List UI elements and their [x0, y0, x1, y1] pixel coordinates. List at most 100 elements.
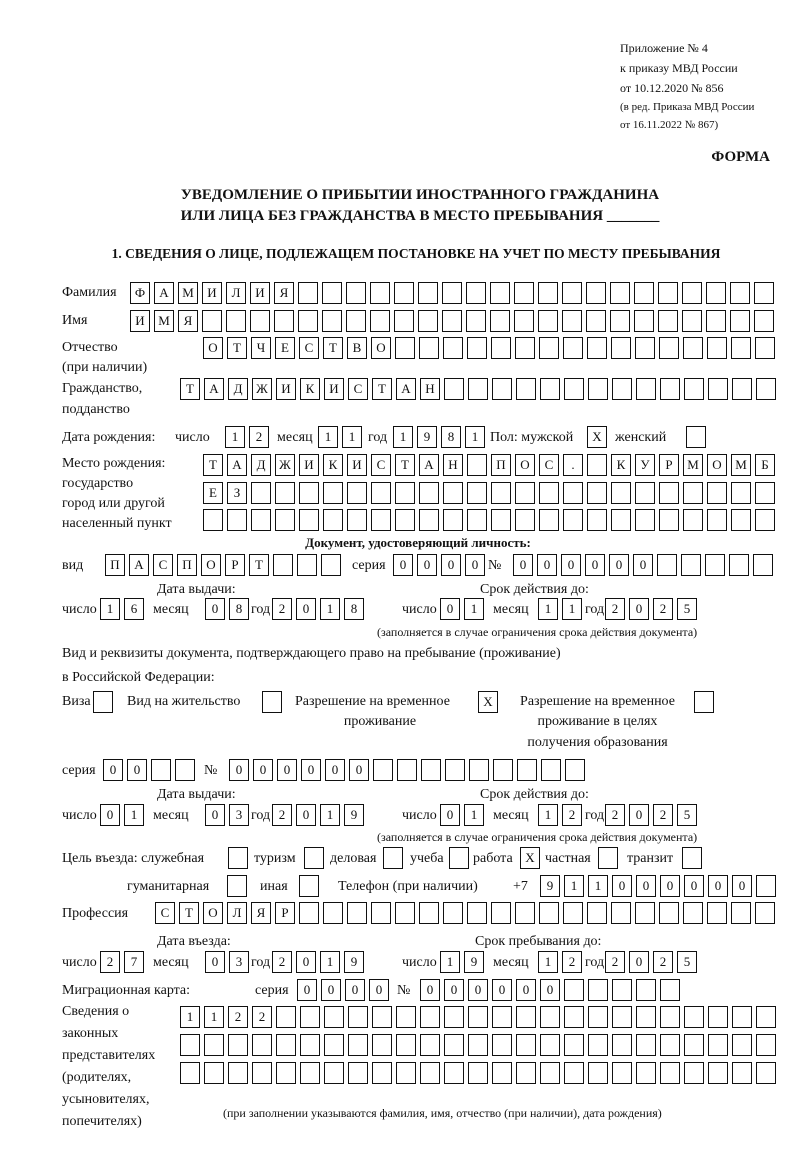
- char-cell[interactable]: 9: [344, 951, 364, 973]
- char-cell[interactable]: 0: [629, 951, 649, 973]
- char-cell[interactable]: 0: [321, 979, 341, 1001]
- char-cell[interactable]: [226, 310, 246, 332]
- char-cell[interactable]: 3: [229, 804, 249, 826]
- char-cell[interactable]: [588, 1062, 608, 1084]
- char-cell[interactable]: [588, 378, 608, 400]
- char-cell[interactable]: [731, 482, 751, 504]
- char-cell[interactable]: [562, 282, 582, 304]
- char-cell[interactable]: [612, 1034, 632, 1056]
- char-cell[interactable]: [372, 1034, 392, 1056]
- char-cell[interactable]: [445, 759, 465, 781]
- char-cell[interactable]: [298, 282, 318, 304]
- char-cell[interactable]: 0: [393, 554, 413, 576]
- char-cell[interactable]: С: [299, 337, 319, 359]
- char-cell[interactable]: [587, 902, 607, 924]
- char-cell[interactable]: [705, 554, 725, 576]
- char-cell[interactable]: [468, 1006, 488, 1028]
- char-cell[interactable]: [729, 554, 749, 576]
- char-cell[interactable]: [251, 482, 271, 504]
- char-cell[interactable]: [420, 1006, 440, 1028]
- char-cell[interactable]: [420, 1034, 440, 1056]
- char-cell[interactable]: [348, 1062, 368, 1084]
- char-cell[interactable]: [753, 554, 773, 576]
- char-cell[interactable]: [395, 509, 415, 531]
- char-cell[interactable]: [634, 282, 654, 304]
- char-cell[interactable]: 0: [444, 979, 464, 1001]
- char-cell[interactable]: М: [731, 454, 751, 476]
- char-cell[interactable]: [299, 482, 319, 504]
- char-cell[interactable]: [636, 1006, 656, 1028]
- residence-checkbox[interactable]: [262, 691, 282, 713]
- char-cell[interactable]: [175, 759, 195, 781]
- char-cell[interactable]: [539, 902, 559, 924]
- char-cell[interactable]: О: [203, 902, 223, 924]
- char-cell[interactable]: [658, 310, 678, 332]
- char-cell[interactable]: [346, 282, 366, 304]
- char-cell[interactable]: 1: [464, 598, 484, 620]
- char-cell[interactable]: 0: [708, 875, 728, 897]
- char-cell[interactable]: 2: [272, 804, 292, 826]
- char-cell[interactable]: 0: [369, 979, 389, 1001]
- char-cell[interactable]: [383, 847, 403, 869]
- char-cell[interactable]: [612, 1006, 632, 1028]
- char-cell[interactable]: 5: [677, 951, 697, 973]
- char-cell[interactable]: [684, 1034, 704, 1056]
- char-cell[interactable]: О: [371, 337, 391, 359]
- char-cell[interactable]: [300, 1034, 320, 1056]
- char-cell[interactable]: 7: [124, 951, 144, 973]
- char-cell[interactable]: [323, 482, 343, 504]
- char-cell[interactable]: [373, 759, 393, 781]
- char-cell[interactable]: [421, 759, 441, 781]
- char-cell[interactable]: [588, 979, 608, 1001]
- char-cell[interactable]: [683, 482, 703, 504]
- char-cell[interactable]: [683, 509, 703, 531]
- char-cell[interactable]: 0: [325, 759, 345, 781]
- char-cell[interactable]: [706, 310, 726, 332]
- char-cell[interactable]: [659, 902, 679, 924]
- char-cell[interactable]: 9: [344, 804, 364, 826]
- char-cell[interactable]: [93, 691, 113, 713]
- char-cell[interactable]: [660, 1006, 680, 1028]
- char-cell[interactable]: [466, 310, 486, 332]
- char-cell[interactable]: М: [683, 454, 703, 476]
- char-cell[interactable]: [370, 282, 390, 304]
- char-cell[interactable]: [659, 509, 679, 531]
- char-cell[interactable]: .: [563, 454, 583, 476]
- char-cell[interactable]: [275, 509, 295, 531]
- char-cell[interactable]: 0: [612, 875, 632, 897]
- char-cell[interactable]: [515, 337, 535, 359]
- char-cell[interactable]: [469, 759, 489, 781]
- char-cell[interactable]: [252, 1062, 272, 1084]
- char-cell[interactable]: [563, 509, 583, 531]
- char-cell[interactable]: [730, 310, 750, 332]
- char-cell[interactable]: [204, 1034, 224, 1056]
- char-cell[interactable]: [371, 482, 391, 504]
- char-cell[interactable]: 0: [660, 875, 680, 897]
- char-cell[interactable]: [468, 1062, 488, 1084]
- char-cell[interactable]: [756, 1034, 776, 1056]
- char-cell[interactable]: [708, 1034, 728, 1056]
- char-cell[interactable]: [492, 1062, 512, 1084]
- char-cell[interactable]: О: [201, 554, 221, 576]
- char-cell[interactable]: [517, 759, 537, 781]
- char-cell[interactable]: [564, 1034, 584, 1056]
- char-cell[interactable]: 1: [100, 598, 120, 620]
- char-cell[interactable]: 5: [677, 598, 697, 620]
- char-cell[interactable]: 1: [318, 426, 338, 448]
- char-cell[interactable]: 1: [465, 426, 485, 448]
- char-cell[interactable]: С: [371, 454, 391, 476]
- char-cell[interactable]: И: [347, 454, 367, 476]
- char-cell[interactable]: [180, 1062, 200, 1084]
- char-cell[interactable]: X: [520, 847, 540, 869]
- char-cell[interactable]: 0: [349, 759, 369, 781]
- char-cell[interactable]: [756, 1006, 776, 1028]
- char-cell[interactable]: [419, 509, 439, 531]
- char-cell[interactable]: Т: [179, 902, 199, 924]
- purpose-private-checkbox[interactable]: [598, 847, 618, 869]
